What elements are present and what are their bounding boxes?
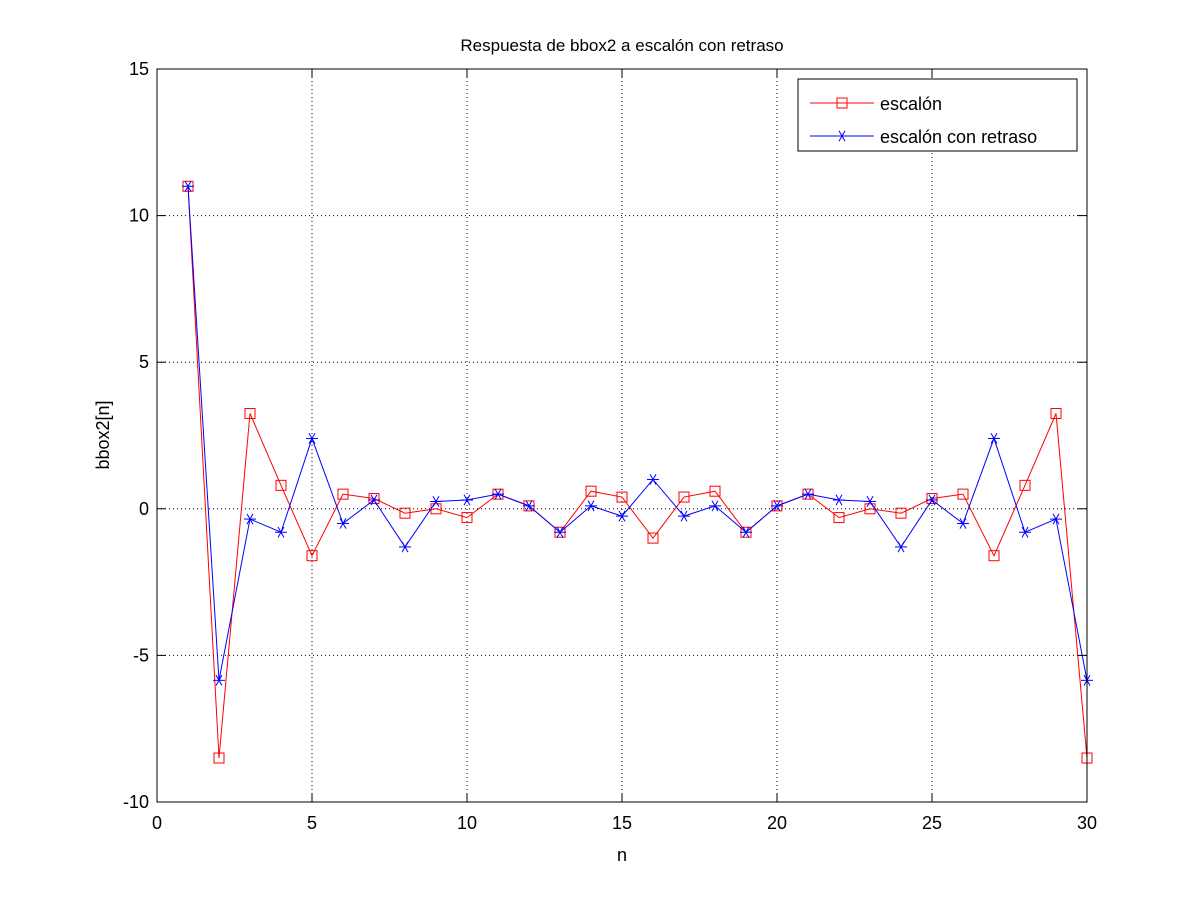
data-point-square [836, 97, 848, 109]
data-point-square [678, 491, 690, 503]
data-point-asterisk [585, 500, 597, 512]
grid [157, 69, 1087, 802]
data-point-asterisk [1050, 513, 1062, 525]
data-point-asterisk [647, 474, 659, 485]
data-point-square [616, 491, 628, 503]
data-point-asterisk [461, 494, 473, 506]
data-point-asterisk [802, 488, 814, 500]
data-point-square [647, 532, 659, 544]
data-point-asterisk [244, 513, 256, 525]
data-point-asterisk [182, 180, 194, 192]
data-point-square [306, 550, 318, 562]
data-point-asterisk [430, 496, 442, 507]
axes-background [157, 69, 1087, 802]
x-tick-label: 0 [152, 813, 162, 833]
data-point-asterisk [523, 500, 535, 512]
data-point-asterisk [740, 526, 752, 538]
data-point-asterisk [771, 500, 783, 512]
series-line [187, 186, 1088, 681]
data-point-square [244, 408, 256, 420]
x-tick-label: 10 [457, 813, 477, 833]
ticks [156, 68, 1088, 803]
data-point-square [926, 493, 938, 505]
data-point-asterisk [213, 674, 225, 686]
data-point-square [895, 507, 907, 519]
data-point-asterisk [616, 510, 628, 522]
x-axis-label: n [617, 845, 627, 865]
legend-label-escalon: escalón [880, 94, 942, 114]
y-tick-label: 5 [139, 352, 149, 372]
data-point-asterisk [926, 494, 938, 506]
y-tick-label: 10 [129, 206, 149, 226]
data-point-asterisk [895, 541, 907, 553]
data-point-square [957, 488, 969, 500]
data-point-square [399, 507, 411, 519]
x-tick-label: 30 [1077, 813, 1097, 833]
x-tick-label: 20 [767, 813, 787, 833]
legend: escalón escalón con retraso [797, 78, 1078, 152]
data-point-square [833, 512, 845, 524]
data-point-asterisk [678, 510, 690, 522]
data-point-square [988, 550, 1000, 562]
data-point-asterisk [368, 494, 380, 506]
data-point-square [368, 493, 380, 505]
y-tick-label: 15 [129, 59, 149, 79]
tick-labels: 0 5 10 15 20 25 30 -10 -5 0 5 10 15 [123, 59, 1097, 833]
data-point-asterisk [988, 432, 1000, 444]
data-point-asterisk [957, 518, 969, 529]
data-point-asterisk [1019, 526, 1031, 538]
data-point-square [709, 485, 721, 497]
data-point-square [337, 488, 349, 500]
data-point-asterisk [554, 526, 566, 538]
data-point-square [275, 479, 287, 491]
series-layer [182, 180, 1093, 764]
data-point-square [213, 752, 225, 764]
y-axis-label: bbox2[n] [93, 400, 113, 469]
series-escalon [182, 180, 1093, 764]
data-point-asterisk [836, 130, 848, 142]
data-point-square [1019, 479, 1031, 491]
data-point-asterisk [833, 494, 845, 506]
chart-title: Respuesta de bbox2 a escalón con retraso [460, 36, 783, 55]
y-tick-label: -10 [123, 792, 149, 812]
data-point-asterisk [337, 518, 349, 529]
data-point-asterisk [492, 488, 504, 500]
legend-sample-escalon-con-retraso [810, 130, 874, 142]
y-tick-label: -5 [133, 645, 149, 665]
legend-label-escalon-con-retraso: escalón con retraso [880, 127, 1037, 147]
data-point-asterisk [275, 526, 287, 538]
y-tick-label: 0 [139, 499, 149, 519]
x-tick-label: 5 [307, 813, 317, 833]
data-point-asterisk [709, 500, 721, 512]
x-tick-label: 25 [922, 813, 942, 833]
series-escalon-con-retraso [182, 180, 1093, 686]
data-point-square [1050, 408, 1062, 420]
data-point-square [585, 485, 597, 497]
data-point-asterisk [399, 541, 411, 553]
legend-box [797, 78, 1078, 152]
legend-sample-escalon [810, 97, 874, 109]
data-point-square [461, 512, 473, 524]
x-tick-label: 15 [612, 813, 632, 833]
data-point-asterisk [864, 496, 876, 507]
data-point-asterisk [306, 432, 318, 444]
